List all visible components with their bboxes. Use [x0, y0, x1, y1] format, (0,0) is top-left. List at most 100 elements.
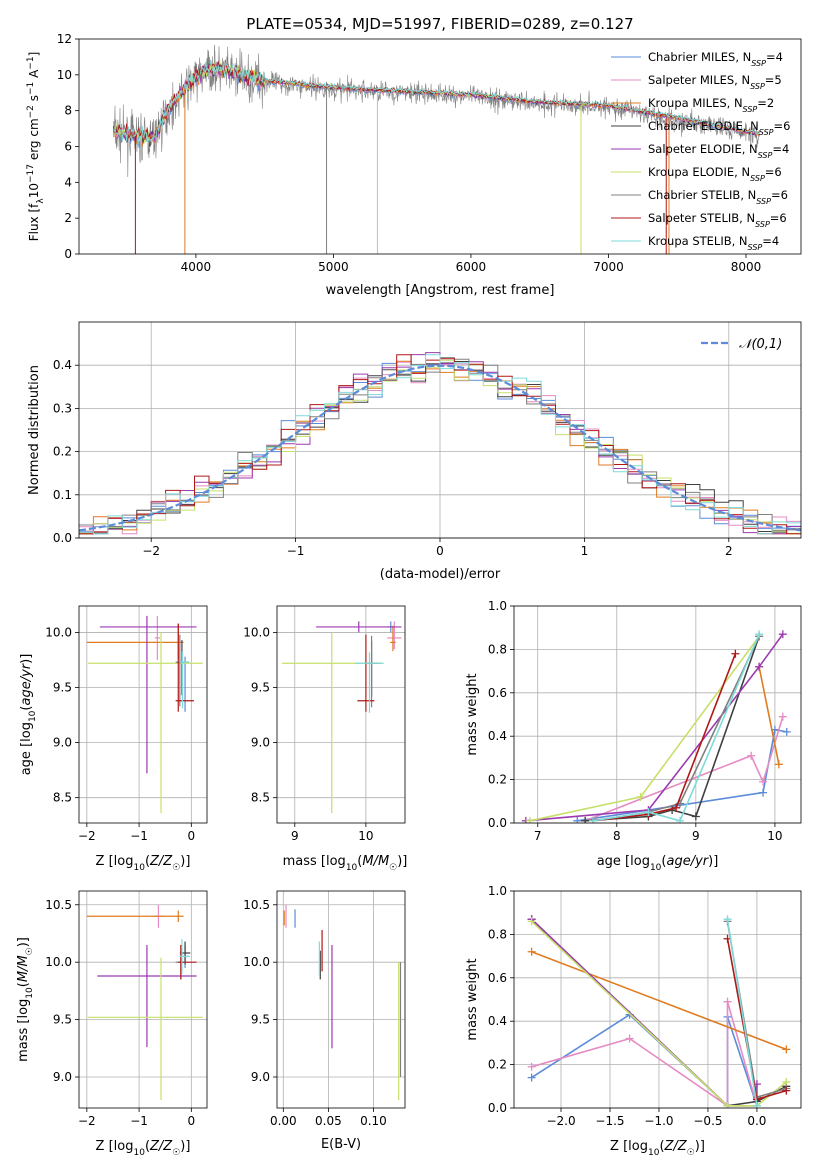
weight-marker — [691, 812, 700, 821]
legend-entry: Salpeter ELODIE, NSSP=4 — [648, 142, 789, 160]
x-tick-label: 4000 — [181, 260, 212, 274]
weight-marker — [774, 760, 783, 769]
weight-marker — [573, 816, 582, 823]
legend-entry: Chabrier STELIB, NSSP=6 — [648, 188, 788, 206]
weight-marker — [625, 1034, 634, 1043]
axes-frame — [276, 605, 406, 824]
x-tick-label: 6000 — [456, 260, 487, 274]
y-tick-label: 0.6 — [488, 971, 507, 985]
axes-frame — [78, 321, 802, 539]
y-tick-label: 9.5 — [251, 681, 270, 695]
x-tick-label: 0.0 — [747, 1114, 766, 1128]
weight-marker — [525, 816, 534, 823]
y-tick-label: 0.0 — [53, 531, 72, 545]
weight-series-line — [592, 636, 760, 822]
weight-series-line — [592, 633, 760, 822]
weight-marker — [589, 816, 598, 823]
weight-series-line — [726, 919, 758, 1106]
y-tick-label: 0.4 — [53, 358, 72, 372]
mass-vs-reddening-panel: 0.00 0.05 0.10 9.0 9.5 10.0 10.5 E(B-V) — [243, 890, 406, 1152]
y-tick-label: 9.5 — [251, 1013, 270, 1027]
weight-marker — [527, 1062, 536, 1071]
y-tick-label: 0.2 — [488, 1058, 507, 1072]
weight-marker — [527, 917, 536, 926]
spectrum-title: PLATE=0534, MJD=51997, FIBERID=0289, z=0… — [246, 15, 633, 33]
x-tick-label: 0 — [188, 829, 196, 843]
y-tick-label: 6 — [64, 140, 72, 154]
age-vs-metallicity-panel: −2 −1 0 8.5 9.0 9.5 10.0 Z [log10(Z/Z☉)] age [lo… — [19, 605, 208, 873]
x-tick-label: 9 — [692, 829, 700, 843]
weight-marker — [723, 997, 732, 1006]
y-tick-label: 9.5 — [53, 1013, 72, 1027]
y-tick-label: 0.0 — [488, 1101, 507, 1115]
x-axis-label: (data-model)/error — [380, 567, 501, 582]
y-tick-label: 8 — [64, 104, 72, 118]
y-tick-label: 0.2 — [53, 445, 72, 459]
weight-marker — [527, 1073, 536, 1082]
axes-frame — [78, 38, 802, 255]
weight-marker — [676, 816, 685, 823]
weight-marker — [752, 1101, 761, 1108]
weight-series-line — [577, 728, 787, 822]
y-tick-label: 8.5 — [53, 791, 72, 805]
x-tick-label: 0 — [188, 1114, 196, 1128]
x-axis-label: wavelength [Angstrom, rest frame] — [326, 283, 555, 298]
weight-marker — [782, 1045, 791, 1054]
x-tick-label: 8 — [613, 829, 621, 843]
y-axis-label: Flux [fλ10−17 erg cm−2 s−1 A−1] — [26, 52, 46, 242]
y-tick-label: 10.0 — [45, 625, 72, 639]
y-tick-label: 2 — [64, 211, 72, 225]
weight-marker — [759, 777, 768, 786]
gridlines — [277, 891, 405, 1108]
spectrum-panel: 4000 5000 6000 7000 8000 0 2 4 6 8 10 12 Chabrier MI… — [26, 32, 802, 298]
y-axis-label: age [log10(age/yr)] — [19, 654, 38, 776]
weight-marker — [723, 1101, 732, 1108]
legend-entry: Chabrier ELODIE, NSSP=6 — [648, 119, 790, 137]
y-tick-label: 0.0 — [488, 816, 507, 830]
x-tick-label: 0.00 — [270, 1114, 297, 1128]
weight-series-line — [585, 636, 760, 822]
weight-series-line — [758, 666, 780, 765]
gridlines — [79, 606, 207, 823]
weight-marker — [778, 630, 787, 639]
legend-entry: Kroupa STELIB, NSSP=4 — [648, 234, 779, 252]
y-tick-label: 12 — [57, 32, 72, 46]
weight-marker — [778, 712, 787, 721]
weight-marker — [755, 662, 764, 671]
x-tick-label: 7000 — [593, 260, 624, 274]
x-tick-label: −1.0 — [644, 1114, 673, 1128]
y-tick-label: 9.5 — [53, 681, 72, 695]
y-tick-label: 0.6 — [488, 686, 507, 700]
legend-entry: 𝒩(0,1) — [739, 337, 782, 352]
mass-vs-metallicity-panel: −2 −1 0 9.0 9.5 10.0 10.5 Z [log10(Z/Z☉)] mass [… — [16, 890, 208, 1158]
x-tick-label: −1 — [130, 1114, 148, 1128]
x-tick-label: −2.0 — [546, 1114, 575, 1128]
y-tick-label: 9.0 — [251, 1070, 270, 1084]
x-tick-label: −1.5 — [595, 1114, 624, 1128]
x-tick-label: 0 — [436, 544, 444, 558]
y-tick-label: 10 — [57, 68, 72, 82]
weight-marker — [581, 816, 590, 823]
y-tick-label: 9.0 — [53, 1070, 72, 1084]
legend-entry: Salpeter MILES, NSSP=5 — [648, 73, 782, 91]
gridlines — [277, 606, 405, 823]
y-tick-label: 10.0 — [243, 625, 270, 639]
y-tick-label: 0.1 — [53, 488, 72, 502]
axes-frame — [78, 890, 208, 1109]
y-tick-label: 0.8 — [488, 642, 507, 656]
y-axis-label: mass weight — [465, 673, 480, 755]
weight-vs-metallicity-panel: −2.0 −1.5 −1.0 −0.5 0.0 0.0 0.2 0.4 0.6 0.8 1.0 Z [… — [465, 884, 802, 1158]
weight-series-line — [593, 653, 737, 822]
x-tick-label: 10 — [767, 829, 782, 843]
weight-marker — [782, 1086, 791, 1095]
y-axis-label: Normed distribution — [27, 365, 42, 495]
weight-marker — [527, 947, 536, 956]
legend-entry: Salpeter STELIB, NSSP=6 — [648, 211, 787, 229]
x-axis-label: E(B-V) — [321, 1137, 361, 1152]
x-tick-label: −2 — [78, 829, 96, 843]
axes-frame — [513, 605, 802, 824]
x-tick-label: 8000 — [731, 260, 762, 274]
y-tick-label: 0.4 — [488, 729, 507, 743]
y-tick-label: 10.5 — [243, 898, 270, 912]
weight-series-line — [584, 716, 784, 822]
